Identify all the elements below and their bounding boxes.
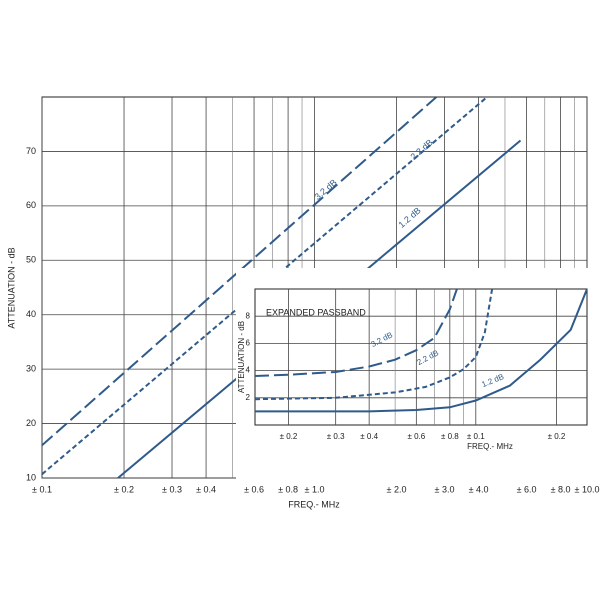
- x-tick-label: ± 0.2: [114, 484, 134, 494]
- x-tick-label: ± 3.0: [435, 484, 455, 494]
- y-tick-label: 2: [246, 393, 251, 402]
- x-tick-label: ± 0.4: [360, 432, 378, 441]
- x-tick-label: ± 2.0: [387, 484, 407, 494]
- y-tick-label: 4: [246, 366, 251, 375]
- x-axis-label: FREQ.- MHz: [288, 499, 340, 509]
- inset-background: [236, 268, 590, 480]
- series-label: 2.2 dB: [408, 137, 434, 162]
- x-tick-label: ± 0.2: [548, 432, 566, 441]
- x-tick-label: ± 0.1: [32, 484, 52, 494]
- series-label: 3.2 dB: [312, 177, 338, 202]
- y-axis-label: ATTENUATION - dB: [6, 247, 16, 328]
- x-tick-label: ± 1.0: [305, 484, 325, 494]
- inset-title: EXPANDED PASSBAND: [266, 307, 366, 317]
- y-tick-label: 20: [26, 418, 36, 428]
- y-tick-label: 30: [26, 364, 36, 374]
- y-tick-label: 50: [26, 255, 36, 265]
- x-tick-label: ± 8.0: [551, 484, 571, 494]
- y-tick-label: 6: [246, 339, 251, 348]
- series-line: [255, 289, 494, 401]
- y-tick-label: 70: [26, 146, 36, 156]
- x-tick-label: ± 0.8: [278, 484, 298, 494]
- series-line: [42, 97, 438, 447]
- y-tick-label: 60: [26, 200, 36, 210]
- x-tick-label: ± 6.0: [517, 484, 537, 494]
- x-tick-label: ± 0.3: [327, 432, 345, 441]
- x-tick-label: ± 4.0: [469, 484, 489, 494]
- series-line: [255, 289, 587, 413]
- x-tick-label: ± 0.6: [244, 484, 264, 494]
- x-tick-label: ± 0.1: [467, 432, 485, 441]
- y-tick-label: 8: [246, 311, 251, 320]
- x-tick-label: ± 0.2: [280, 432, 298, 441]
- y-tick-label: 10: [26, 472, 36, 482]
- y-axis-label: ATTENUATION - dB: [237, 321, 246, 393]
- plot-frame: [254, 288, 588, 426]
- y-tick-label: 40: [26, 309, 36, 319]
- x-tick-label: ± 0.4: [196, 484, 216, 494]
- x-tick-label: ± 0.8: [441, 432, 459, 441]
- x-tick-label: ± 0.3: [162, 484, 182, 494]
- series-line: [255, 289, 458, 377]
- x-axis-label: FREQ.- MHz: [467, 442, 513, 451]
- x-tick-label: ± 0.6: [407, 432, 425, 441]
- x-tick-label: ± 10.0: [575, 484, 600, 494]
